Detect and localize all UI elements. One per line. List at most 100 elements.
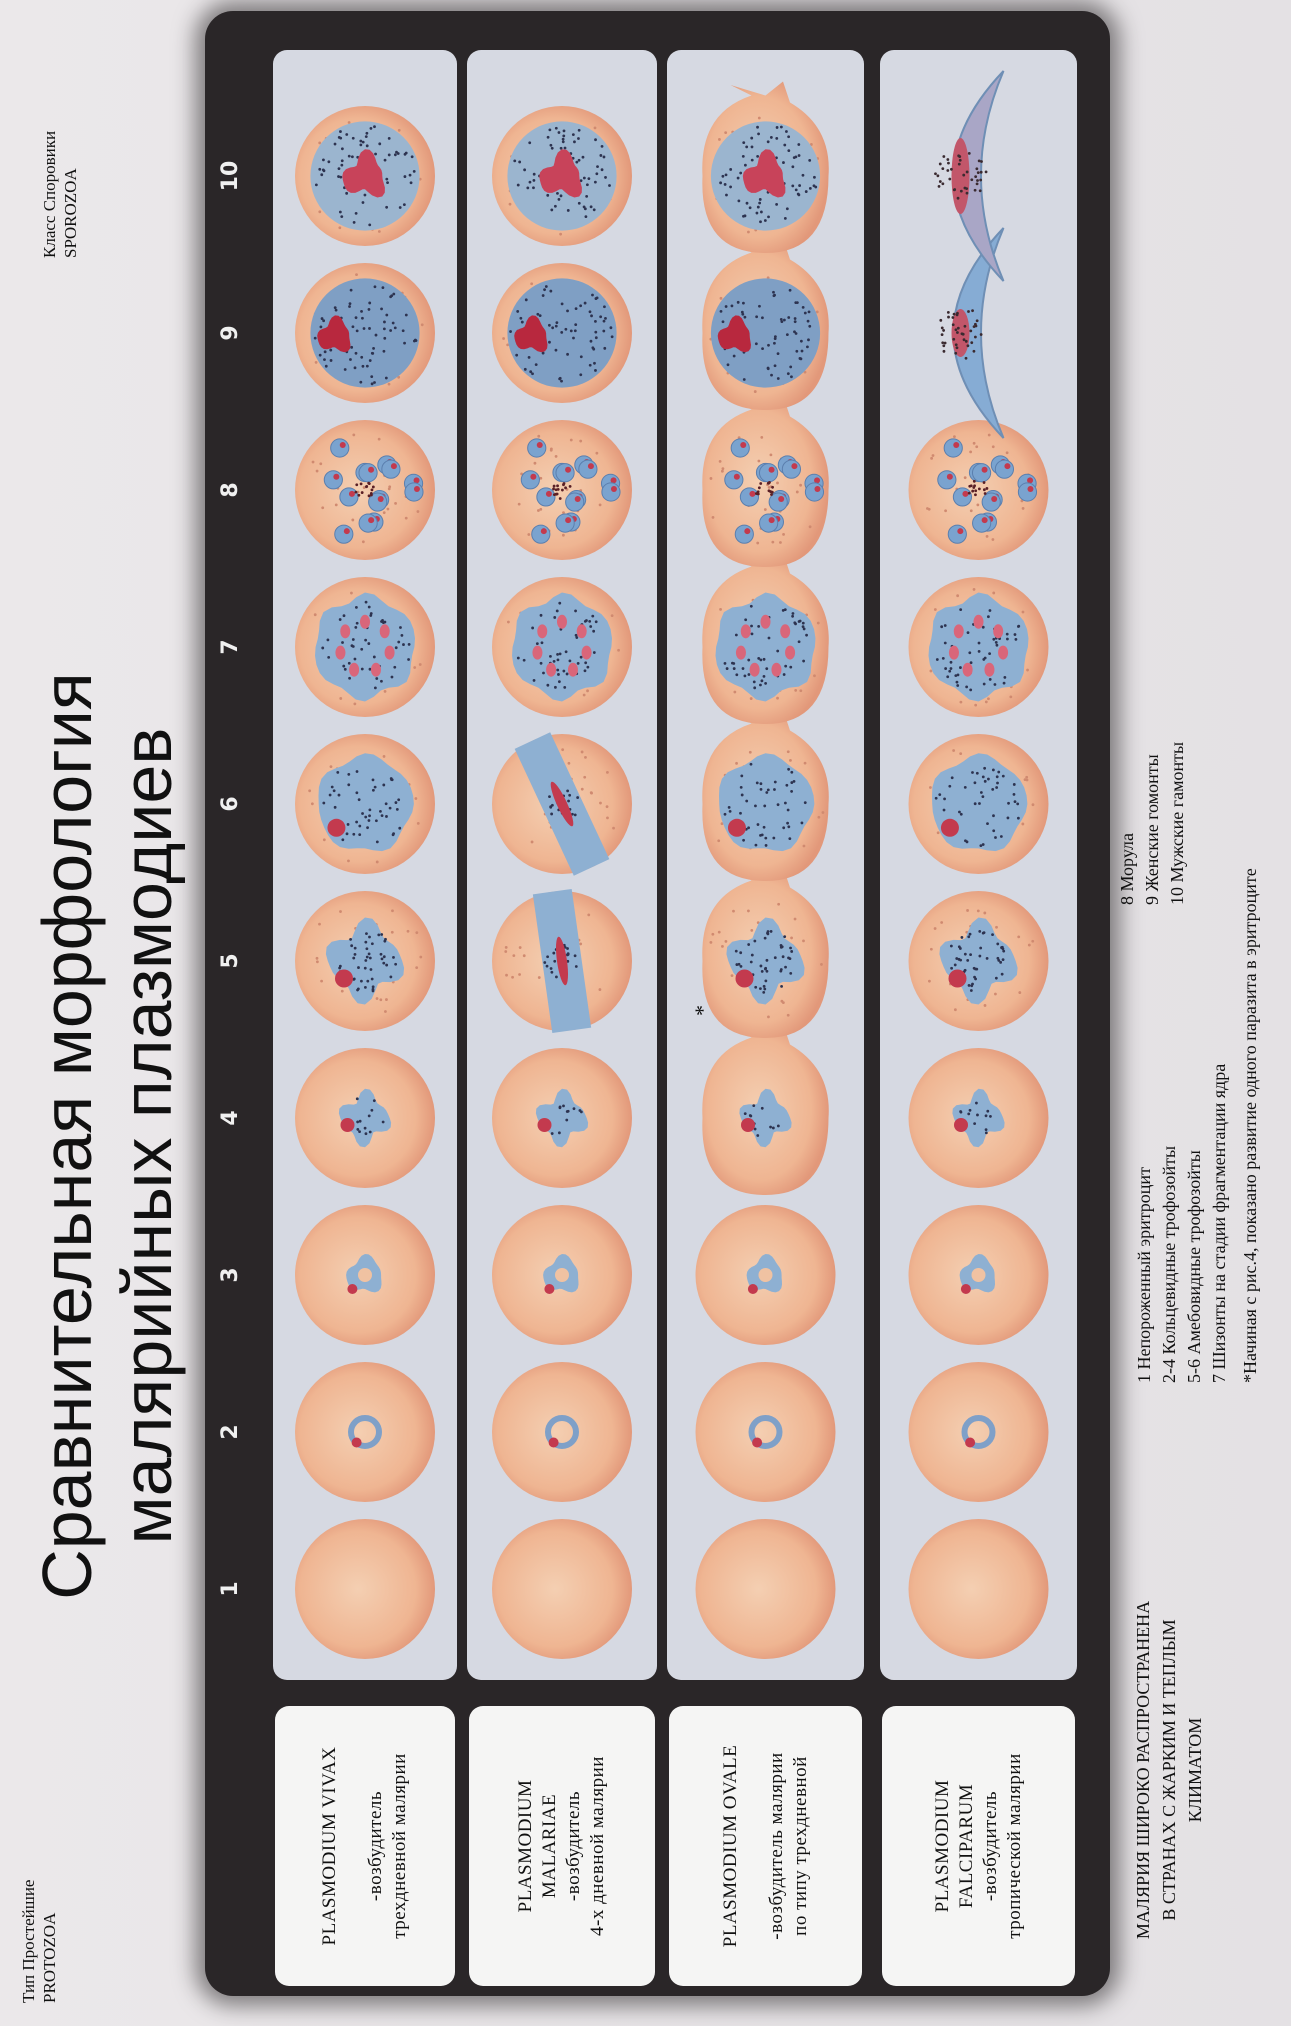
erythrocyte <box>908 420 1049 560</box>
nucleus <box>540 528 547 535</box>
pigment-dot <box>781 609 785 612</box>
species-panel <box>467 50 657 1680</box>
pigment-dot <box>767 343 770 347</box>
pigment-dot <box>566 789 570 793</box>
pigment-dot <box>359 380 363 384</box>
pigment-dot <box>772 290 775 294</box>
pigment-dot <box>371 985 375 989</box>
pigment-dot <box>787 825 791 829</box>
pigment-dot <box>596 165 599 169</box>
pigment-dot <box>587 177 591 181</box>
pigment-dot <box>772 294 776 298</box>
pigment-dot <box>729 185 732 189</box>
pigment-dot <box>739 785 743 789</box>
pigment-dot <box>994 836 997 839</box>
pigment-dot <box>333 306 337 310</box>
pigment-dot <box>559 232 563 236</box>
pigment-dot <box>817 815 821 819</box>
pigment-dot <box>748 750 752 754</box>
pigment-dot <box>415 966 419 970</box>
pigment-dot <box>361 316 364 320</box>
pigment-dot <box>418 663 422 666</box>
pigment-dot <box>773 341 776 345</box>
pigment-dot <box>762 675 766 678</box>
pigment-dot <box>975 1101 978 1105</box>
pigment-dot <box>724 939 728 943</box>
pigment-dot <box>571 133 575 137</box>
pigment-dot <box>753 686 757 690</box>
pigment-dot <box>929 947 933 951</box>
pigment-dot <box>802 939 805 943</box>
pigment-dot <box>386 507 390 511</box>
pigment-dot <box>544 285 548 288</box>
pigment-dot <box>382 955 386 959</box>
pigment-dot <box>1001 958 1005 962</box>
pigment-dot <box>573 813 577 817</box>
pigment-dot <box>340 147 344 151</box>
pigment-dot <box>416 510 420 513</box>
nucleus-fragment <box>370 662 381 677</box>
pigment-dot <box>536 312 540 316</box>
pigment-dot <box>369 968 373 971</box>
pigment-dot <box>565 1118 569 1122</box>
pigment-dot <box>966 344 970 348</box>
pigment-dot <box>573 329 577 333</box>
pigment-dot <box>943 797 946 801</box>
merozoite <box>1017 482 1038 502</box>
pigment-dot <box>562 134 566 138</box>
pigment-dot <box>953 963 957 967</box>
pigment-dot <box>943 341 947 345</box>
pigment-dot <box>776 352 780 356</box>
pigment-dot <box>747 909 750 913</box>
nucleus <box>413 477 420 484</box>
pigment-dot <box>391 321 395 325</box>
pigment-dot <box>985 534 989 538</box>
pigment-dot <box>757 486 761 490</box>
pigment-dot <box>761 316 764 320</box>
pigment-dot <box>340 163 344 167</box>
pigment-dot <box>602 155 606 159</box>
pigment-dot <box>956 673 960 677</box>
pigment-dot <box>529 370 533 374</box>
pigment-dot <box>959 608 963 612</box>
pigment-dot <box>946 675 950 679</box>
pigment-dot <box>944 509 947 513</box>
pigment-dot <box>315 960 319 964</box>
nucleus <box>960 1284 971 1294</box>
pigment-dot <box>955 957 959 960</box>
pigment-dot <box>942 344 946 348</box>
pigment-dot <box>382 349 386 353</box>
pigment-dot <box>395 808 399 811</box>
pigment-dot <box>982 658 986 661</box>
nucleus <box>548 1437 559 1448</box>
pigment-dot <box>385 313 389 317</box>
pigment-dot <box>949 667 953 670</box>
pigment-dot <box>983 779 987 783</box>
pigment-dot <box>372 346 375 350</box>
pigment-dot <box>996 942 1000 946</box>
pigment-dot <box>382 783 386 787</box>
crescent-gamont <box>952 70 1005 282</box>
pigment-dot <box>329 765 333 769</box>
pigment-dot <box>377 437 381 441</box>
pigment-dot <box>387 487 391 491</box>
cell-stage-10 <box>492 106 632 246</box>
pigment-dot <box>548 795 551 799</box>
pigment-dot <box>365 955 369 959</box>
pigment-dot <box>588 363 592 367</box>
pigment-dot <box>577 128 581 132</box>
pigment-dot <box>971 771 974 774</box>
pigment-dot <box>367 308 371 311</box>
pigment-dot <box>373 285 377 289</box>
pigment-dot <box>368 301 372 305</box>
pigment-dot <box>361 140 365 144</box>
pigment-dot <box>1009 695 1013 699</box>
pigment-dot <box>941 167 945 171</box>
pigment-dot <box>334 308 338 312</box>
nucleus-fragment <box>984 662 995 677</box>
pigment-dot <box>805 633 808 637</box>
pigment-dot <box>555 975 558 979</box>
pigment-dot <box>788 288 792 292</box>
pigment-dot <box>393 153 397 157</box>
pigment-dot <box>1012 783 1016 786</box>
